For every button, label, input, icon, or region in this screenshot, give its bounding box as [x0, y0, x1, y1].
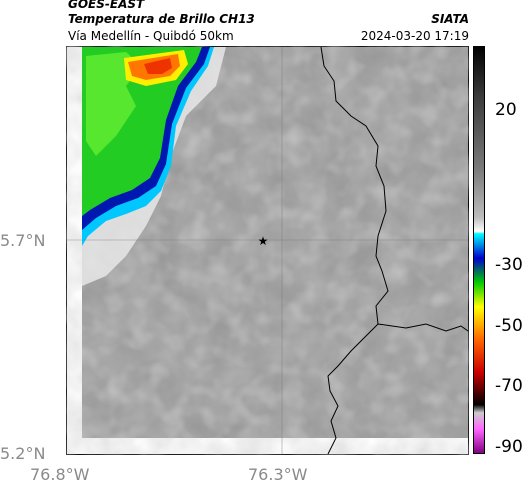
satellite-name: GOES-EAST: [68, 0, 145, 11]
border-line-south: [327, 323, 379, 455]
x-tick-label: 76.8°W: [30, 465, 90, 484]
satellite-map: ★: [66, 46, 469, 455]
star-icon: ★: [258, 234, 269, 248]
colorbar: [473, 46, 485, 454]
y-tick-label: 5.2°N: [0, 444, 46, 463]
y-tick-label: 5.7°N: [0, 231, 46, 250]
product-title: Temperatura de Brillo CH13: [68, 12, 255, 26]
colorbar-tick-label: -90: [495, 437, 523, 457]
border-line: [320, 46, 469, 332]
region-label: Vía Medellín - Quibdó 50km: [68, 29, 234, 43]
cold-cloud-red: [144, 58, 172, 74]
org-label: SIATA: [431, 12, 469, 26]
colorbar-tick-label: -70: [495, 376, 523, 396]
colorbar-tick-label: -30: [495, 255, 523, 275]
x-tick-label: 76.3°W: [248, 465, 308, 484]
colorbar-tick-label: 20: [495, 100, 517, 120]
timestamp: 2024-03-20 17:19: [360, 29, 469, 43]
colorbar-tick-label: -50: [495, 316, 523, 336]
